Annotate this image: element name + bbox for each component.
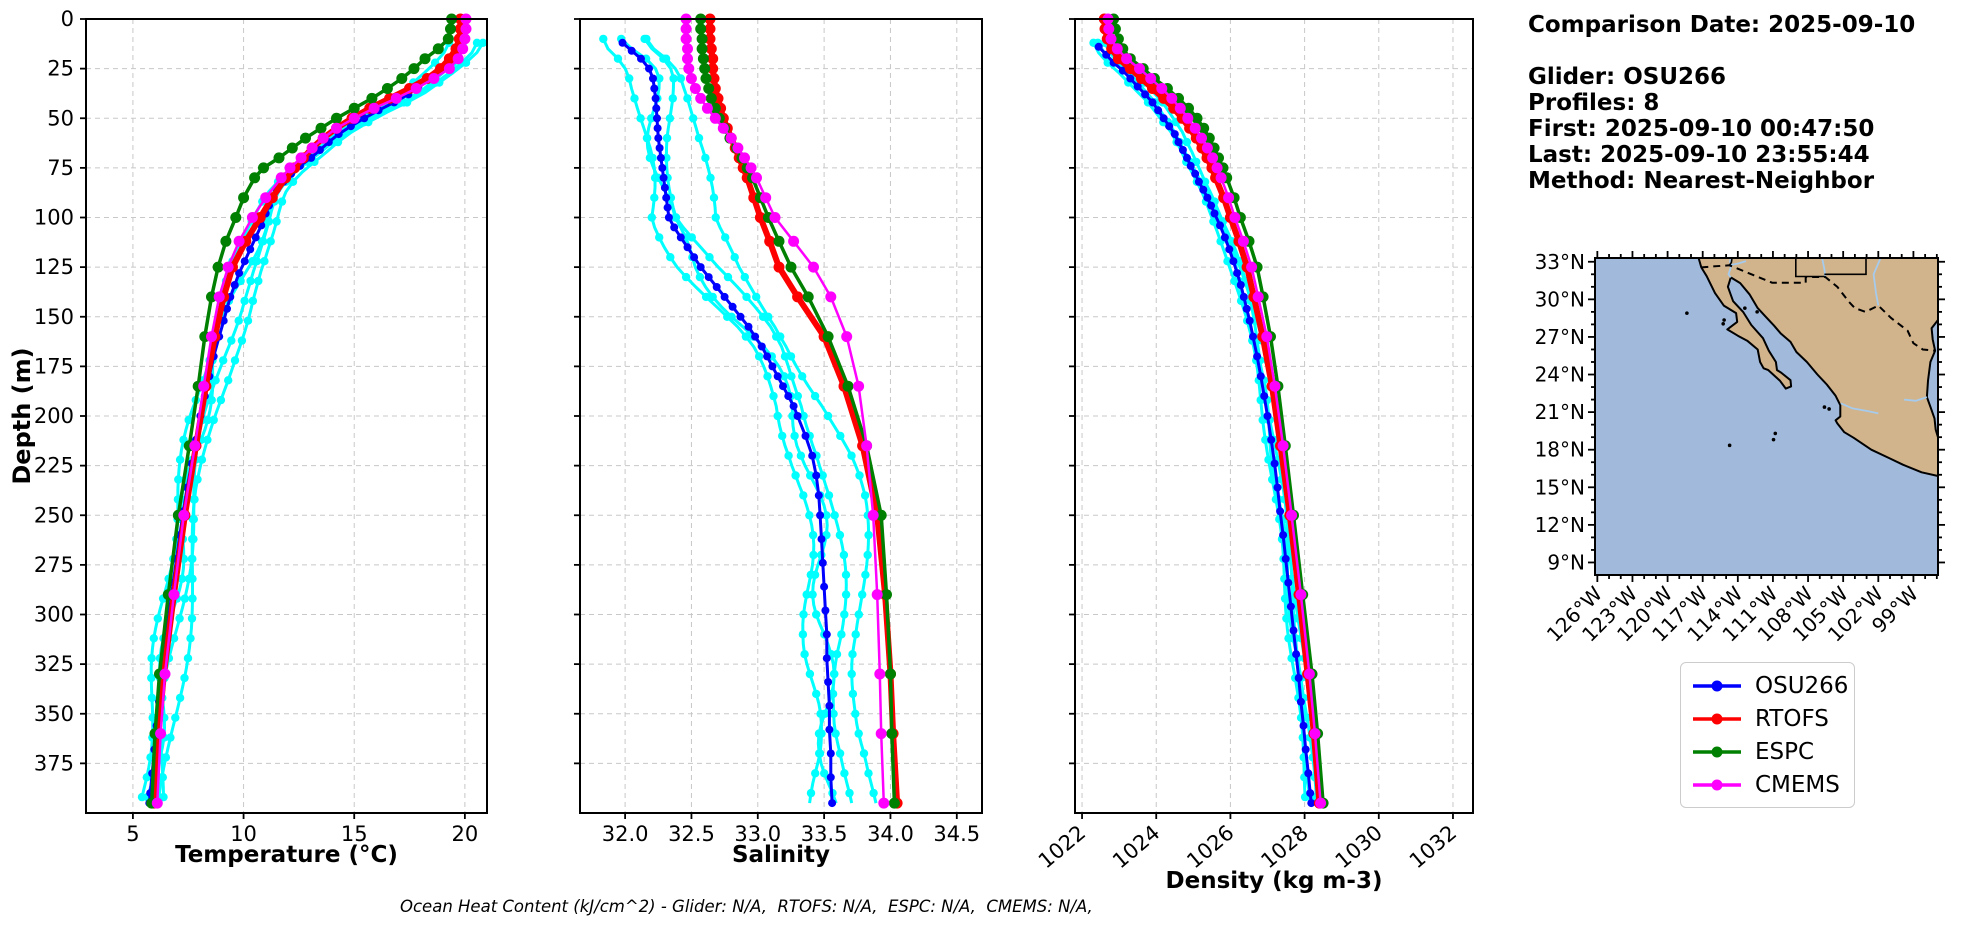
density-axis-label: Density (kg m-3) [1165, 868, 1383, 894]
series-cmems [151, 13, 472, 809]
svg-text:0: 0 [61, 7, 74, 31]
legend-label: ESPC [1755, 738, 1815, 765]
svg-text:1026: 1026 [1182, 820, 1238, 873]
svg-text:5: 5 [126, 822, 139, 846]
density-profile-plot: 1022 1024 1026 1028 1030 1032 [1034, 13, 1474, 873]
map-lat-tick-label: 12°N [1535, 513, 1585, 537]
comparison-info-block: Comparison Date: 2025-09-10 Glider: OSU2… [1528, 12, 1915, 194]
map-lat-tick-label: 18°N [1535, 438, 1585, 462]
svg-text:25: 25 [47, 57, 74, 81]
svg-text:1030: 1030 [1331, 820, 1387, 873]
series-espc [146, 13, 458, 809]
legend-label: OSU266 [1755, 672, 1849, 699]
svg-text:10: 10 [230, 822, 257, 846]
first-profile-time-text: First: 2025-09-10 00:47:50 [1528, 116, 1875, 142]
svg-text:150: 150 [34, 305, 74, 329]
svg-text:20: 20 [452, 822, 479, 846]
svg-text:32.5: 32.5 [668, 822, 715, 846]
map-lat-tick-label: 30°N [1535, 287, 1585, 311]
legend-item-espc: ESPC [1691, 735, 1854, 768]
svg-text:350: 350 [34, 702, 74, 726]
location-map: 33°N30°N27°N24°N21°N18°N15°N12°N9°N126°W… [1535, 250, 1945, 647]
profiles-count-text: Profiles: 8 [1528, 90, 1660, 116]
svg-text:1032: 1032 [1405, 820, 1461, 873]
map-lat-tick-label: 27°N [1535, 325, 1585, 349]
svg-text:15: 15 [341, 822, 368, 846]
svg-text:1028: 1028 [1256, 820, 1312, 873]
svg-text:50: 50 [47, 106, 74, 130]
legend-label: RTOFS [1755, 705, 1829, 732]
svg-text:250: 250 [34, 503, 74, 527]
map-lat-tick-label: 21°N [1535, 400, 1585, 424]
svg-text:1024: 1024 [1108, 820, 1164, 873]
svg-text:75: 75 [47, 156, 74, 180]
map-lat-tick-label: 24°N [1535, 363, 1585, 387]
svg-text:34.0: 34.0 [867, 822, 914, 846]
legend-item-osu266: OSU266 [1691, 669, 1854, 702]
map-lat-tick-label: 33°N [1535, 250, 1585, 274]
svg-text:275: 275 [34, 553, 74, 577]
svg-text:33.5: 33.5 [801, 822, 848, 846]
svg-text:375: 375 [34, 751, 74, 775]
glider-raw-profiles [599, 34, 878, 804]
svg-text:300: 300 [34, 603, 74, 627]
glider-name-text: Glider: OSU266 [1528, 64, 1727, 90]
depth-axis-label: Depth (m) [8, 347, 36, 485]
svg-text:32.0: 32.0 [602, 822, 649, 846]
series-rtofs [1098, 13, 1325, 809]
legend-line-sample [1693, 680, 1741, 691]
svg-text:34.5: 34.5 [933, 822, 980, 846]
series-osu266 [1094, 42, 1316, 808]
svg-text:33.0: 33.0 [734, 822, 781, 846]
temperature-axis-label: Temperature (°C) [175, 842, 398, 868]
svg-text:200: 200 [34, 404, 74, 428]
series-cmems [680, 13, 890, 809]
map-lat-tick-label: 15°N [1535, 475, 1585, 499]
last-profile-time-text: Last: 2025-09-10 23:55:44 [1528, 142, 1870, 168]
legend-label: CMEMS [1755, 771, 1840, 798]
svg-text:100: 100 [34, 206, 74, 230]
series-osu266 [618, 38, 837, 808]
method-text: Method: Nearest-Neighbor [1528, 168, 1875, 194]
svg-text:325: 325 [34, 652, 74, 676]
legend-line-sample [1693, 713, 1741, 724]
salinity-profile-plot: 32.0 32.5 33.0 33.5 34.0 34.5 [574, 13, 983, 846]
series-cmems [1102, 13, 1327, 809]
info-spacer [1528, 38, 1915, 64]
legend-item-rtofs: RTOFS [1691, 702, 1854, 735]
legend-line-sample [1693, 779, 1741, 790]
svg-text:125: 125 [34, 255, 74, 279]
legend-box: OSU266 RTOFS ESPC CMEMS [1680, 662, 1855, 808]
temperature-profile-plot: 5 10 15 20025507510012515017520022525027530… [34, 7, 488, 846]
legend-line-sample [1693, 746, 1741, 757]
legend-item-cmems: CMEMS [1691, 768, 1854, 801]
map-lat-tick-label: 9°N [1547, 550, 1585, 574]
svg-text:225: 225 [34, 454, 74, 478]
ocean-heat-content-caption: Ocean Heat Content (kJ/cm^2) - Glider: N… [400, 897, 1093, 916]
salinity-axis-label: Salinity [731, 842, 831, 868]
svg-text:1022: 1022 [1034, 820, 1090, 873]
comparison-date-text: Comparison Date: 2025-09-10 [1528, 12, 1916, 38]
svg-text:175: 175 [34, 354, 74, 378]
